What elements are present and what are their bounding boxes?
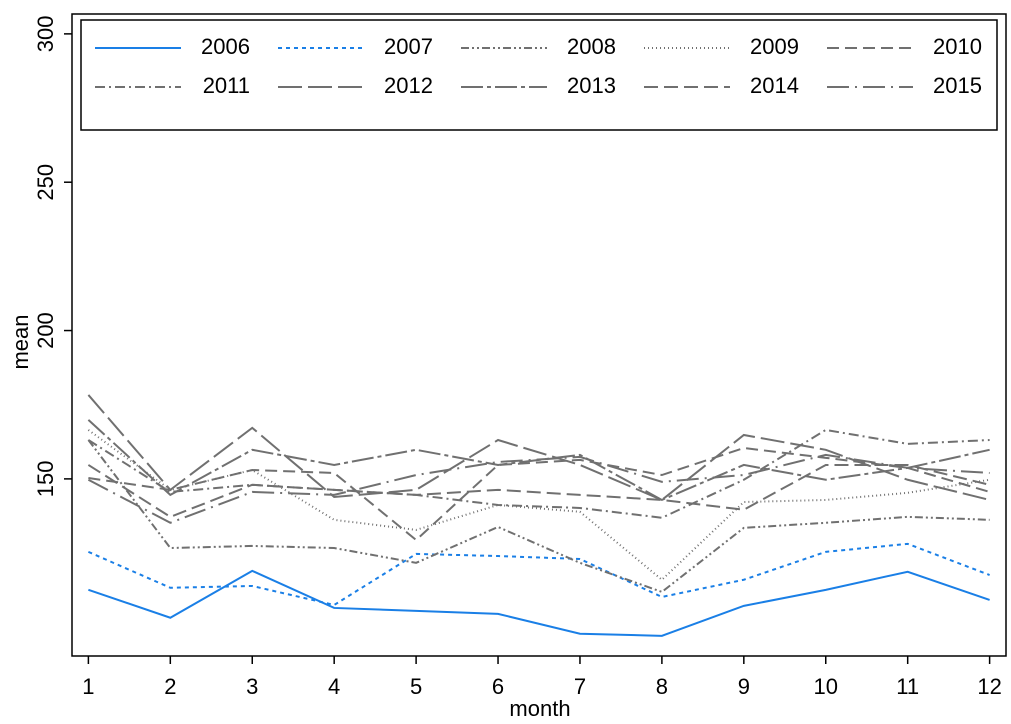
series-line	[87, 394, 990, 502]
x-tick-label: 1	[82, 674, 94, 699]
legend-label: 2015	[933, 73, 982, 98]
legend-label: 2009	[750, 34, 799, 59]
legend-label: 2011	[203, 73, 250, 98]
x-tick-label: 7	[574, 674, 586, 699]
x-tick-label: 3	[246, 674, 258, 699]
legend-label: 2014	[750, 73, 799, 98]
x-axis-label: month	[509, 696, 570, 721]
series-line	[87, 439, 990, 594]
x-tick-label: 5	[410, 674, 422, 699]
series-line	[87, 463, 990, 518]
legend-label: 2008	[567, 34, 616, 59]
series-line	[87, 542, 990, 607]
legend-box	[80, 19, 998, 131]
y-tick-label: 300	[33, 16, 58, 53]
x-tick-label: 2	[164, 674, 176, 699]
legend-label: 2007	[384, 34, 433, 59]
legend-label: 2013	[567, 73, 616, 98]
x-tick-label: 6	[492, 674, 504, 699]
y-tick-label: 250	[33, 164, 58, 201]
x-tick-label: 8	[656, 674, 668, 699]
series-line	[88, 569, 990, 637]
series-line	[87, 428, 990, 519]
legend-label: 2006	[201, 34, 250, 59]
series-line	[87, 453, 990, 524]
y-tick-label: 200	[33, 312, 58, 349]
series-line	[88, 447, 990, 542]
x-tick-label: 12	[977, 674, 1001, 699]
plot-frame	[71, 13, 1007, 657]
x-tick-label: 11	[896, 674, 919, 699]
y-tick-label: 150	[33, 461, 58, 498]
x-tick-label: 4	[328, 674, 340, 699]
y-axis-label: mean	[8, 314, 33, 369]
x-tick-label: 9	[738, 674, 750, 699]
legend-label: 2010	[933, 34, 982, 59]
x-tick-label: 10	[814, 674, 838, 699]
legend-label: 2012	[384, 73, 433, 98]
